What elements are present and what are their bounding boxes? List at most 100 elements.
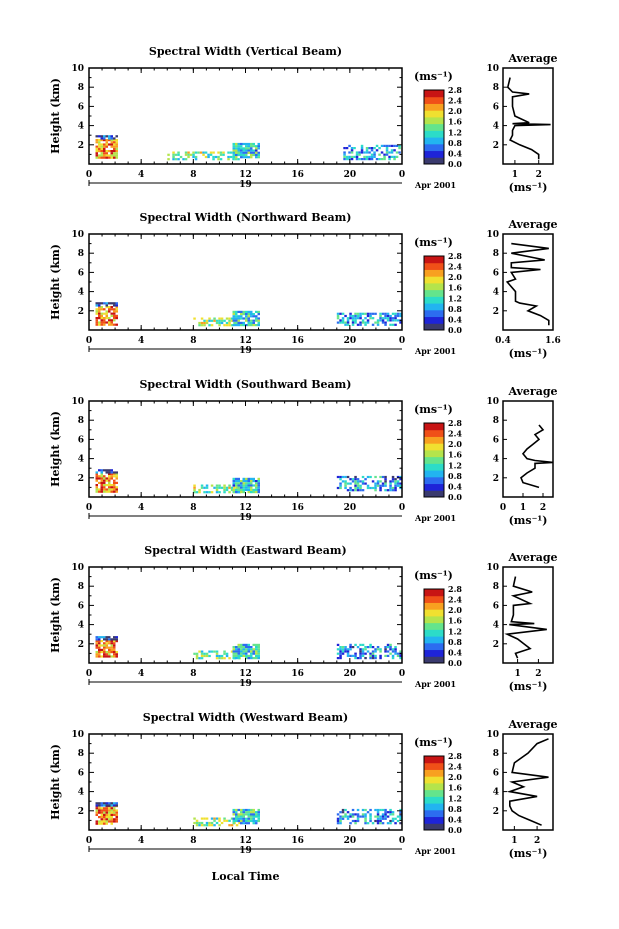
heatmap-cell bbox=[247, 486, 250, 489]
colorbar-segment bbox=[424, 456, 444, 464]
heatmap-cell bbox=[391, 650, 395, 653]
heatmap-cell bbox=[361, 813, 365, 816]
colorbar-segment bbox=[424, 103, 444, 111]
heatmap-cell bbox=[355, 158, 359, 161]
heatmap-cell bbox=[105, 312, 108, 315]
heatmap-cell bbox=[200, 652, 204, 655]
heatmap-cell bbox=[98, 655, 101, 658]
heatmap-cell bbox=[110, 302, 113, 305]
heatmap-cell bbox=[110, 135, 113, 138]
heatmap-cell bbox=[359, 489, 362, 492]
heatmap-cell bbox=[356, 489, 360, 492]
heatmap-cell bbox=[214, 155, 218, 159]
heatmap-cell bbox=[100, 139, 103, 142]
heatmap-cell bbox=[105, 804, 108, 807]
heatmap-cell bbox=[394, 648, 397, 651]
heatmap-cell bbox=[361, 482, 365, 485]
heatmap-cell bbox=[113, 150, 116, 153]
heatmap-cell bbox=[245, 153, 248, 157]
heatmap-cell bbox=[386, 312, 390, 315]
colorbar-segment bbox=[424, 96, 444, 104]
heatmap-patch-3 bbox=[232, 310, 260, 327]
heatmap-cell bbox=[177, 151, 180, 154]
heatmap-cell bbox=[389, 813, 392, 816]
heatmap-cell bbox=[369, 654, 372, 657]
heatmap-cell bbox=[225, 654, 229, 658]
heatmap-cell bbox=[98, 323, 101, 326]
heatmap-cell bbox=[95, 813, 98, 816]
heatmap-cell bbox=[232, 808, 235, 812]
heatmap-cell bbox=[354, 480, 357, 483]
heatmap-cell bbox=[103, 137, 106, 140]
heatmap-cell bbox=[339, 815, 342, 818]
heatmap-cell bbox=[379, 648, 382, 651]
heatmap-cell bbox=[113, 323, 116, 326]
heatmap-cell bbox=[108, 137, 111, 140]
heatmap-cell bbox=[237, 817, 240, 820]
avg-y-tick-label: 2 bbox=[493, 474, 499, 484]
heatmap-cell bbox=[98, 314, 101, 317]
heatmap-cell bbox=[345, 158, 349, 161]
heatmap-cell bbox=[250, 491, 253, 494]
heatmap-cell bbox=[250, 817, 253, 820]
heatmap-cell bbox=[336, 652, 340, 655]
heatmap-cell bbox=[381, 475, 385, 479]
heatmap-cell bbox=[366, 811, 370, 814]
heatmap-cell bbox=[350, 151, 354, 154]
heatmap-cell bbox=[100, 152, 103, 155]
heatmap-cell bbox=[110, 156, 113, 159]
heatmap-cell bbox=[108, 319, 111, 322]
heatmap-cell bbox=[381, 482, 385, 485]
heatmap-cell bbox=[95, 809, 98, 812]
heatmap-cell bbox=[349, 646, 352, 649]
heatmap-cell bbox=[247, 145, 250, 148]
avg-y-tick-label: 8 bbox=[493, 416, 499, 426]
heatmap-cell bbox=[391, 312, 395, 315]
heatmap-cell bbox=[98, 306, 101, 309]
heatmap-cell bbox=[205, 821, 209, 825]
heatmap-cell bbox=[247, 654, 250, 657]
heatmap-cell bbox=[376, 822, 380, 825]
colorbar-tick-label: 0.4 bbox=[448, 481, 462, 491]
colorbar-segment bbox=[424, 289, 444, 297]
heatmap-cell bbox=[247, 313, 250, 316]
heatmap-cell bbox=[252, 315, 255, 318]
heatmap-cell bbox=[240, 484, 243, 487]
heatmap-cell bbox=[242, 484, 245, 487]
heatmap-cell bbox=[255, 151, 258, 154]
heatmap-cell bbox=[344, 808, 347, 812]
x-tick-label: 0 bbox=[399, 336, 405, 346]
x-tick-label: 12 bbox=[239, 836, 252, 846]
y-tick-label: 2 bbox=[78, 141, 84, 151]
heatmap-cell bbox=[343, 147, 346, 150]
heatmap-cell bbox=[235, 151, 238, 154]
heatmap-cell bbox=[245, 657, 248, 660]
heatmap-cell bbox=[200, 650, 204, 653]
heatmap-cell bbox=[108, 150, 111, 153]
heatmap-cell bbox=[255, 156, 258, 159]
heatmap-cell bbox=[225, 486, 229, 489]
average-x-label: (ms⁻¹) bbox=[509, 347, 548, 360]
heatmap-cell bbox=[235, 817, 238, 820]
heatmap-cell bbox=[108, 802, 111, 805]
heatmap-patch-4 bbox=[336, 475, 402, 492]
y-axis-label: Height (km) bbox=[49, 78, 62, 154]
heatmap-cell bbox=[98, 816, 101, 819]
heatmap-cell bbox=[391, 319, 395, 322]
heatmap-cell bbox=[113, 314, 116, 317]
heatmap-cell bbox=[95, 310, 98, 313]
heatmap-cell bbox=[100, 314, 103, 317]
heatmap-cell bbox=[348, 151, 351, 154]
heatmap-cell bbox=[257, 648, 260, 651]
heatmap-cell bbox=[230, 324, 234, 327]
x-tick-label: 8 bbox=[190, 336, 196, 346]
heatmap-cell bbox=[396, 312, 400, 315]
heatmap-cell bbox=[376, 482, 380, 485]
heatmap-cell bbox=[229, 151, 233, 154]
x-tick-label: 0 bbox=[86, 836, 92, 846]
heatmap-cell bbox=[103, 484, 106, 487]
heatmap-cell bbox=[386, 317, 390, 320]
colorbar-tick-label: 2.4 bbox=[448, 262, 462, 272]
heatmap-cell bbox=[95, 317, 98, 320]
heatmap-cell bbox=[234, 158, 238, 161]
